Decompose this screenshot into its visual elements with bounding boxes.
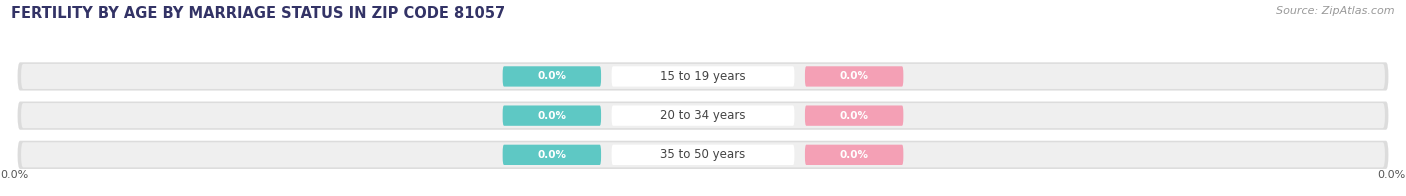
FancyBboxPatch shape bbox=[21, 103, 1385, 128]
Text: 0.0%: 0.0% bbox=[537, 71, 567, 82]
Text: 35 to 50 years: 35 to 50 years bbox=[661, 148, 745, 161]
FancyBboxPatch shape bbox=[503, 105, 602, 126]
FancyBboxPatch shape bbox=[503, 145, 602, 165]
Text: 0.0%: 0.0% bbox=[1378, 170, 1406, 180]
Text: 15 to 19 years: 15 to 19 years bbox=[661, 70, 745, 83]
FancyBboxPatch shape bbox=[612, 105, 794, 126]
FancyBboxPatch shape bbox=[804, 66, 904, 87]
FancyBboxPatch shape bbox=[21, 64, 1385, 89]
Text: 0.0%: 0.0% bbox=[0, 170, 28, 180]
Text: 0.0%: 0.0% bbox=[839, 150, 869, 160]
FancyBboxPatch shape bbox=[17, 102, 1389, 130]
FancyBboxPatch shape bbox=[612, 145, 794, 165]
FancyBboxPatch shape bbox=[804, 105, 904, 126]
FancyBboxPatch shape bbox=[17, 141, 1389, 169]
FancyBboxPatch shape bbox=[21, 142, 1385, 167]
Text: 0.0%: 0.0% bbox=[537, 150, 567, 160]
Text: 0.0%: 0.0% bbox=[839, 111, 869, 121]
FancyBboxPatch shape bbox=[503, 66, 602, 87]
FancyBboxPatch shape bbox=[804, 145, 904, 165]
FancyBboxPatch shape bbox=[17, 62, 1389, 91]
Text: 20 to 34 years: 20 to 34 years bbox=[661, 109, 745, 122]
Text: FERTILITY BY AGE BY MARRIAGE STATUS IN ZIP CODE 81057: FERTILITY BY AGE BY MARRIAGE STATUS IN Z… bbox=[11, 6, 505, 21]
Text: 0.0%: 0.0% bbox=[839, 71, 869, 82]
FancyBboxPatch shape bbox=[612, 66, 794, 87]
Text: Source: ZipAtlas.com: Source: ZipAtlas.com bbox=[1277, 6, 1395, 16]
Text: 0.0%: 0.0% bbox=[537, 111, 567, 121]
